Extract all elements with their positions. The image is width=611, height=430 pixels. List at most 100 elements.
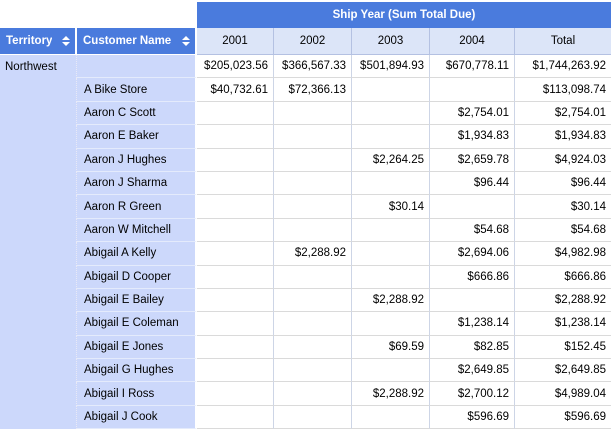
value-cell-2001 bbox=[197, 101, 274, 126]
value-cell-2004: $2,659.78 bbox=[430, 148, 515, 172]
value-cell-2002 bbox=[274, 195, 352, 219]
value-cell-total: $4,924.03 bbox=[515, 148, 611, 172]
value-cell-total: $4,989.04 bbox=[515, 382, 611, 406]
territory-column-header[interactable]: Territory bbox=[0, 28, 77, 55]
value-cell-2004 bbox=[430, 195, 515, 219]
value-cell-2003: $69.59 bbox=[352, 335, 430, 360]
table-row: Aaron J Hughes $2,264.25 $2,659.78 $4,92… bbox=[0, 148, 611, 172]
value-cell-total: $96.44 bbox=[515, 171, 611, 196]
value-cell-2003 bbox=[352, 171, 430, 196]
value-cell-2003: $2,288.92 bbox=[352, 382, 430, 406]
value-cell-2003 bbox=[352, 312, 430, 336]
total-column-header: Total bbox=[515, 28, 611, 55]
value-cell-2003: $2,288.92 bbox=[352, 288, 430, 313]
value-cell-2004 bbox=[430, 288, 515, 313]
value-cell-2004: $2,649.85 bbox=[430, 359, 515, 383]
value-cell-2002 bbox=[274, 359, 352, 383]
table-row: Abigail E Coleman $1,238.14 $1,238.14 bbox=[0, 312, 611, 336]
customer-name-cell: Abigail G Hughes bbox=[77, 359, 197, 383]
territory-cell bbox=[0, 359, 77, 383]
value-cell-2003: $30.14 bbox=[352, 195, 430, 219]
value-cell-2001 bbox=[197, 195, 274, 219]
value-cell-2002 bbox=[274, 265, 352, 289]
value-cell-2004: $1,238.14 bbox=[430, 312, 515, 336]
value-cell-total: $30.14 bbox=[515, 195, 611, 219]
value-cell-2001 bbox=[197, 405, 274, 430]
year-column-header-2001: 2001 bbox=[197, 28, 274, 55]
customer-name-cell: Abigail I Ross bbox=[77, 382, 197, 406]
territory-cell bbox=[0, 125, 77, 149]
table-row: Abigail D Cooper $666.86 $666.86 bbox=[0, 265, 611, 289]
year-column-header-2003: 2003 bbox=[352, 28, 430, 55]
table-row: Aaron R Green $30.14 $30.14 bbox=[0, 195, 611, 219]
value-cell-2001 bbox=[197, 125, 274, 149]
customer-name-cell: Aaron C Scott bbox=[77, 101, 197, 126]
value-cell-2001: $205,023.56 bbox=[197, 55, 274, 79]
value-cell-total: $152.45 bbox=[515, 335, 611, 360]
banner-row: Ship Year (Sum Total Due) bbox=[0, 2, 611, 28]
value-cell-2004: $2,700.12 bbox=[430, 382, 515, 406]
territory-cell bbox=[0, 335, 77, 360]
territory-cell bbox=[0, 288, 77, 313]
year-column-header-2004: 2004 bbox=[430, 28, 515, 55]
value-cell-2004: $2,694.06 bbox=[430, 242, 515, 266]
banner-title: Ship Year (Sum Total Due) bbox=[197, 2, 611, 28]
territory-cell bbox=[0, 101, 77, 126]
customer-name-cell: Aaron W Mitchell bbox=[77, 218, 197, 243]
customer-name-cell bbox=[77, 55, 197, 79]
value-cell-2002: $72,366.13 bbox=[274, 78, 352, 102]
value-cell-2003 bbox=[352, 359, 430, 383]
value-cell-2004: $2,754.01 bbox=[430, 101, 515, 126]
value-cell-total: $2,288.92 bbox=[515, 288, 611, 313]
value-cell-2001 bbox=[197, 148, 274, 172]
value-cell-2001 bbox=[197, 335, 274, 360]
table-row: Abigail G Hughes $2,649.85 $2,649.85 bbox=[0, 359, 611, 383]
customer-name-header-label: Customer Name bbox=[83, 35, 172, 47]
value-cell-2002 bbox=[274, 335, 352, 360]
customer-name-cell: A Bike Store bbox=[77, 78, 197, 102]
territory-cell bbox=[0, 312, 77, 336]
customer-name-column-header[interactable]: Customer Name bbox=[77, 28, 197, 55]
value-cell-2003 bbox=[352, 101, 430, 126]
customer-name-cell: Aaron J Hughes bbox=[77, 148, 197, 172]
value-cell-2002 bbox=[274, 312, 352, 336]
territory-cell bbox=[0, 405, 77, 430]
sort-icon[interactable] bbox=[62, 36, 70, 46]
territory-header-label: Territory bbox=[6, 35, 53, 47]
value-cell-2003 bbox=[352, 265, 430, 289]
territory-cell bbox=[0, 171, 77, 196]
table-row: Aaron J Sharma $96.44 $96.44 bbox=[0, 171, 611, 196]
value-cell-2001 bbox=[197, 312, 274, 336]
table-row: Abigail E Bailey $2,288.92 $2,288.92 bbox=[0, 288, 611, 313]
territory-cell bbox=[0, 265, 77, 289]
value-cell-2002: $2,288.92 bbox=[274, 242, 352, 266]
value-cell-2001 bbox=[197, 242, 274, 266]
value-cell-total: $4,982.98 bbox=[515, 242, 611, 266]
value-cell-2003: $2,264.25 bbox=[352, 148, 430, 172]
table-row: Abigail E Jones $69.59 $82.85 $152.45 bbox=[0, 335, 611, 360]
value-cell-2001 bbox=[197, 382, 274, 406]
value-cell-2001 bbox=[197, 218, 274, 243]
customer-name-cell: Aaron J Sharma bbox=[77, 171, 197, 196]
table-row: Northwest $205,023.56 $366,567.33 $501,8… bbox=[0, 55, 611, 79]
value-cell-total: $1,744,263.92 bbox=[515, 55, 611, 79]
value-cell-2002 bbox=[274, 218, 352, 243]
table-row: Aaron E Baker $1,934.83 $1,934.83 bbox=[0, 125, 611, 149]
value-cell-2003 bbox=[352, 125, 430, 149]
value-cell-2001 bbox=[197, 171, 274, 196]
value-cell-2003 bbox=[352, 218, 430, 243]
value-cell-2003 bbox=[352, 405, 430, 430]
table-row: A Bike Store $40,732.61 $72,366.13 $113,… bbox=[0, 78, 611, 102]
value-cell-2001 bbox=[197, 288, 274, 313]
value-cell-2004: $666.86 bbox=[430, 265, 515, 289]
value-cell-total: $54.68 bbox=[515, 218, 611, 243]
territory-cell bbox=[0, 78, 77, 102]
value-cell-2002: $366,567.33 bbox=[274, 55, 352, 79]
table-row: Aaron C Scott $2,754.01 $2,754.01 bbox=[0, 101, 611, 126]
territory-cell bbox=[0, 382, 77, 406]
customer-name-cell: Abigail E Coleman bbox=[77, 312, 197, 336]
sort-icon[interactable] bbox=[182, 36, 190, 46]
value-cell-total: $113,098.74 bbox=[515, 78, 611, 102]
territory-cell bbox=[0, 218, 77, 243]
customer-name-cell: Abigail J Cook bbox=[77, 405, 197, 430]
